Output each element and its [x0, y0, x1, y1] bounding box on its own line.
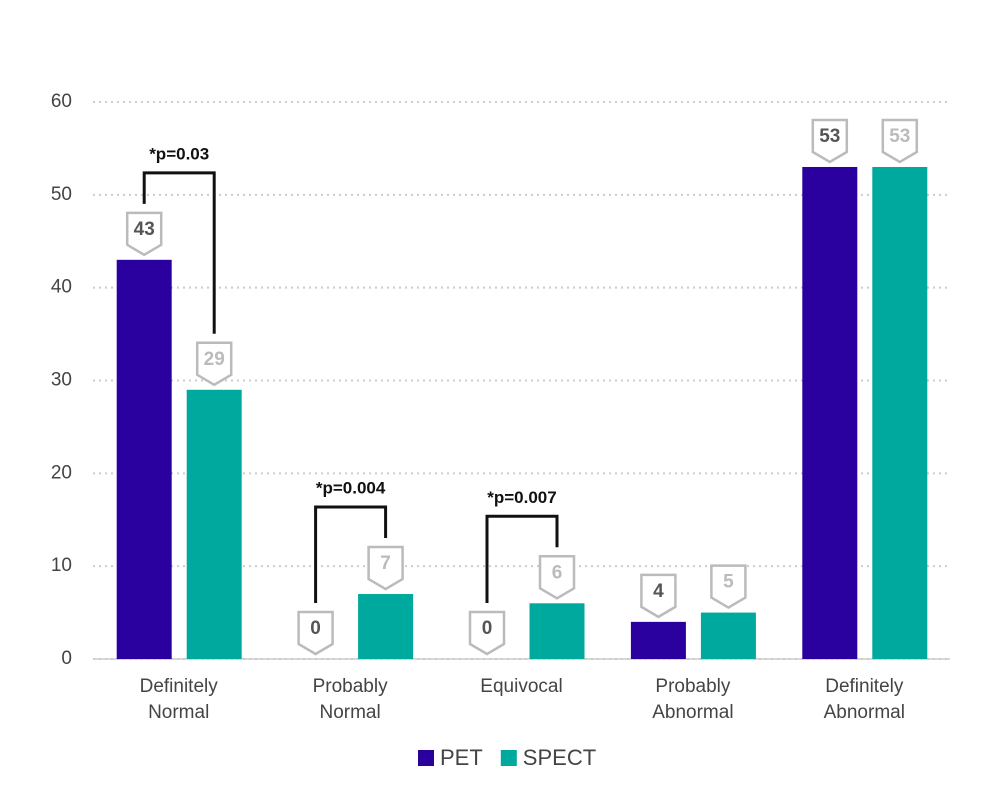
x-tick-label: Probably Normal — [312, 676, 388, 723]
value-label: 7 — [380, 553, 391, 574]
value-label: 53 — [819, 126, 840, 147]
value-callout — [125, 211, 163, 257]
bar — [872, 166, 928, 659]
value-callout — [195, 341, 233, 387]
legend-label: SPECT — [523, 745, 596, 770]
significance-bracket — [314, 505, 388, 603]
annotation: *p=0.03 — [149, 144, 209, 163]
legend-swatch — [418, 750, 434, 766]
annotation: *p=0.004 — [316, 479, 386, 498]
value-callout — [468, 610, 506, 656]
bar — [630, 621, 686, 659]
bar — [802, 166, 858, 659]
value-label: 29 — [204, 349, 225, 370]
value-callout — [811, 118, 849, 164]
y-tick-label: 0 — [61, 648, 72, 669]
legend-swatch — [500, 750, 517, 766]
value-label: 0 — [310, 618, 321, 639]
y-tick-label: 10 — [51, 555, 72, 576]
bar — [358, 594, 414, 659]
y-tick-label: 50 — [51, 184, 72, 205]
value-callout — [367, 545, 404, 591]
value-callout — [710, 564, 747, 610]
value-callout — [640, 573, 677, 619]
value-label: 6 — [552, 562, 563, 583]
x-tick-label: Definitely Abnormal — [823, 676, 905, 723]
value-callout — [538, 555, 576, 600]
value-label: 43 — [134, 219, 155, 240]
y-tick-label: 30 — [51, 370, 72, 391]
significance-bracket — [142, 171, 216, 334]
bar — [186, 389, 242, 659]
value-label: 0 — [482, 618, 493, 639]
bar — [116, 259, 172, 659]
value-callout — [881, 118, 919, 164]
annotation: *p=0.007 — [487, 488, 556, 507]
value-callout — [297, 610, 334, 656]
bar — [700, 612, 756, 659]
x-tick-label: Equivocal — [480, 676, 563, 697]
x-tick-label: Definitely Normal — [139, 676, 218, 723]
y-tick-label: 20 — [51, 462, 72, 483]
value-label: 5 — [723, 572, 734, 593]
value-label: 53 — [889, 126, 910, 147]
bar — [529, 603, 585, 659]
x-tick-label: Probably Abnormal — [652, 676, 734, 723]
value-label: 4 — [653, 581, 664, 602]
legend-label: PET — [440, 745, 483, 770]
y-tick-label: 60 — [51, 91, 72, 112]
y-tick-label: 40 — [51, 277, 72, 298]
significance-bracket — [485, 514, 559, 603]
